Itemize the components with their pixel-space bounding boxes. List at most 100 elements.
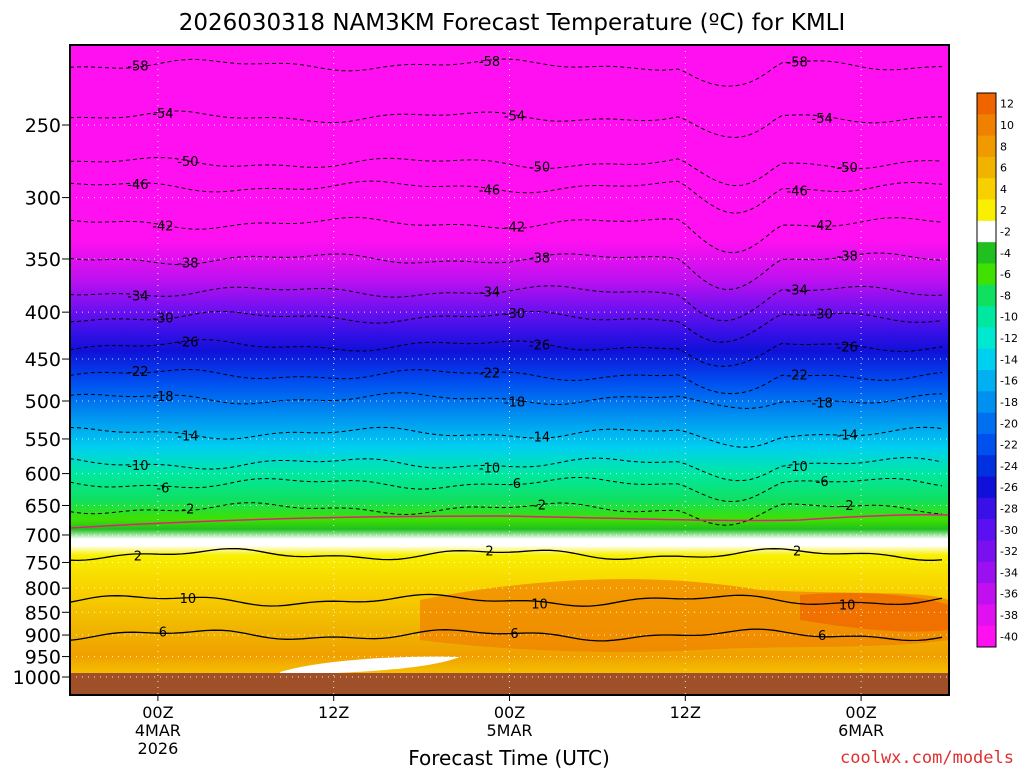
x-tick-label: 12Z [318, 703, 349, 722]
contour-label: -10 [479, 461, 500, 476]
colorbar-label: -36 [1000, 588, 1018, 601]
contour-label: -46 [127, 178, 148, 193]
contour-label: -10 [787, 460, 808, 475]
colorbar-label: 8 [1000, 140, 1007, 153]
contour-label: -38 [177, 257, 198, 272]
contour-label: 6 [159, 626, 167, 641]
contour-label: -50 [529, 160, 550, 175]
contour-label: -42 [152, 220, 173, 235]
colorbar-swatch [977, 114, 996, 137]
contour-label: 6 [818, 629, 826, 644]
contour-label: 10 [839, 598, 856, 613]
y-tick-label: 800 [25, 578, 61, 600]
x-tick-label: 12Z [670, 703, 701, 722]
contour-label: -22 [479, 366, 500, 381]
plot-area: -58 -58 -58-54 -54 -54-50 -50 -50-46 -46 -46-42-… [70, 45, 949, 695]
colorbar-swatch [977, 93, 996, 115]
contour-label: -14 [529, 430, 550, 445]
contour-label: 2 [793, 544, 801, 559]
colorbar-swatch [977, 391, 996, 414]
contour-label: -50 [837, 161, 858, 176]
contour-label: -14 [177, 430, 198, 445]
contour-label: 10 [180, 592, 197, 607]
colorbar-label: 12 [1000, 98, 1014, 111]
contour-line [70, 252, 943, 291]
contour-lines: -58 -58 -58-54 -54 -54-50 -50 -50-46 -46 -46-42-… [70, 55, 943, 644]
contour-label: -22 [127, 365, 148, 380]
colorbar-label: -18 [1000, 396, 1018, 409]
contour-label: -30 [504, 307, 525, 322]
colorbar-swatch [977, 625, 996, 648]
contour-label: -58 [479, 55, 500, 70]
contour-label: -2 [181, 503, 194, 518]
contour-label: -30 [152, 311, 173, 326]
x-tick-label: 4MAR [135, 721, 181, 740]
contour-label: -58 [127, 59, 148, 74]
contour-label: -54 [504, 110, 525, 125]
contour-line [70, 457, 943, 482]
x-tick-label: 00Z [142, 703, 173, 722]
x-tick-label: 00Z [845, 703, 876, 722]
colorbar-swatch [977, 476, 996, 499]
colorbar-swatch [977, 263, 996, 286]
colorbar-swatch [977, 561, 996, 584]
contour-label: -2 [841, 499, 854, 514]
contour-label: 2 [134, 550, 142, 565]
colorbar-label: -20 [1000, 417, 1018, 430]
contour-line [70, 628, 943, 642]
y-tick-label: 1000 [13, 667, 61, 689]
contour-label: -50 [177, 155, 198, 170]
contour-label: -18 [152, 390, 173, 405]
colorbar-label: -16 [1000, 375, 1018, 388]
contour-label: 10 [531, 597, 548, 612]
colorbar-label: 4 [1000, 183, 1007, 196]
contour-line [70, 547, 943, 562]
colorbar-swatch [977, 540, 996, 563]
contour-label: -38 [529, 251, 550, 266]
contour-label: -18 [812, 397, 833, 412]
colorbar-swatch [977, 242, 996, 264]
y-tick-label: 900 [25, 625, 61, 647]
y-tick-label: 550 [25, 429, 61, 451]
colorbar-swatch [977, 604, 996, 627]
y-tick-label: 500 [25, 391, 61, 413]
colorbar-swatch [977, 156, 996, 179]
colorbar-label: 10 [1000, 119, 1014, 132]
contour-line [70, 392, 943, 409]
colorbar-label: 6 [1000, 162, 1007, 175]
contour-line [70, 339, 943, 367]
colorbar-label: -8 [1000, 289, 1011, 302]
contour-label: -6 [508, 477, 521, 492]
contour-label: -38 [837, 250, 858, 265]
colorbar-label: -6 [1000, 268, 1011, 281]
contour-label: -22 [787, 369, 808, 384]
contour-line [70, 477, 943, 503]
colorbar-swatch [977, 348, 996, 371]
contour-label: 6 [510, 627, 518, 642]
colorbar-label: -10 [1000, 311, 1018, 324]
ground-below-surface [70, 673, 949, 695]
y-tick-label: 750 [25, 552, 61, 574]
contour-label: -54 [152, 107, 173, 122]
contour-line [70, 593, 943, 607]
colorbar-label: -14 [1000, 353, 1018, 366]
contour-label: -6 [156, 481, 169, 496]
y-tick-label: 350 [25, 249, 61, 271]
colorbar-label: -4 [1000, 247, 1011, 260]
contour-label: -26 [529, 338, 550, 353]
y-tick-label: 450 [25, 349, 61, 371]
contour-line [70, 285, 943, 322]
y-tick-label: 400 [25, 302, 61, 324]
colorbar-swatch [977, 135, 996, 158]
colorbar: 12 10 8 6 4 2 -2 -4 -6 -8 -10 -12 -14 -16 -18 -20 -22 -24… [976, 92, 1018, 648]
x-tick-label: 6MAR [838, 721, 884, 740]
colorbar-label: -26 [1000, 481, 1018, 494]
colorbar-swatch [977, 284, 996, 307]
colorbar-label: -32 [1000, 545, 1018, 558]
colorbar-label: -2 [1000, 226, 1011, 239]
contour-label: -2 [533, 499, 546, 514]
colorbar-swatch [977, 412, 996, 435]
colorbar-swatch [977, 433, 996, 456]
contour-line [70, 156, 943, 187]
